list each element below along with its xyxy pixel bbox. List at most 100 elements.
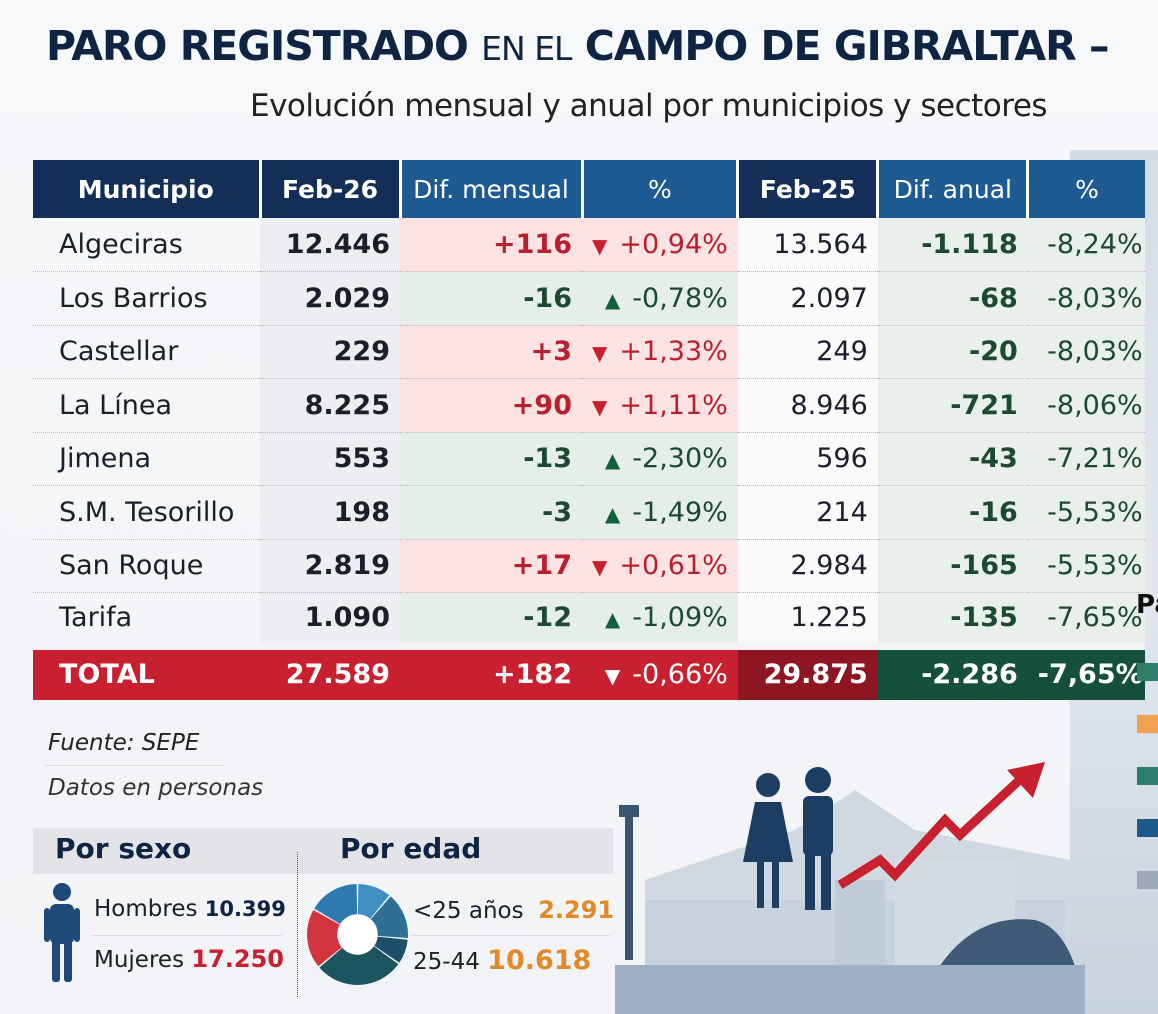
- city-illustration: [615, 762, 1085, 1014]
- down-arrow-red-icon: ▼: [592, 234, 608, 258]
- dif-anual-cell: -1.118: [877, 218, 1028, 272]
- couple-icon: [743, 767, 833, 910]
- up-arrow-green-icon: ▲: [604, 448, 621, 473]
- mujeres-value: 17.250: [191, 945, 284, 973]
- feb26-cell: 2.819: [260, 539, 400, 593]
- table-row: La Línea 8.225 +90 ▼ +1,11% 8.946 -721 -8…: [33, 378, 1145, 433]
- donut-segment: [319, 946, 399, 985]
- legend-swatch: [1137, 819, 1158, 837]
- table-row: San Roque 2.819 +17 ▼ +0,61% 2.984 -165 -…: [33, 539, 1145, 593]
- title-part1: PARO REGISTRADO: [46, 22, 469, 70]
- trend-arrow-icon: [837, 771, 1029, 889]
- municipio-cell: Jimena: [33, 432, 260, 486]
- feb25-cell: 1.225: [737, 592, 878, 647]
- pct-mensual-cell: ▼ +1,11%: [582, 378, 738, 433]
- mujeres-label: Mujeres: [94, 947, 185, 973]
- pct-mensual-value: -0,66%: [632, 659, 728, 691]
- dif-anual-cell: -165: [877, 539, 1028, 593]
- header-pct-anual: %: [1027, 160, 1145, 218]
- municipio-cell: La Línea: [33, 378, 260, 433]
- pct-mensual-value: +1,33%: [619, 336, 728, 368]
- feb26-cell: 198: [260, 485, 400, 540]
- feb26-cell: 229: [260, 325, 400, 379]
- age-under25-label: <25 años: [413, 898, 524, 924]
- dif-anual-cell: -68: [877, 271, 1028, 326]
- pct-mensual-value: -2,30%: [632, 443, 728, 475]
- feb25-cell: 214: [737, 485, 878, 540]
- dif-anual-cell: -20: [877, 325, 1028, 379]
- dif-mensual-cell: -3: [400, 485, 582, 540]
- up-arrow-green-icon: ▲: [604, 287, 621, 312]
- title-part2: EN EL: [481, 29, 572, 68]
- dif-mensual-cell: +3: [400, 325, 582, 379]
- down-arrow-white-icon: ▼: [604, 664, 621, 689]
- breakdown-header-band: [33, 828, 613, 874]
- title-part3: CAMPO DE GIBRALTAR –: [584, 22, 1110, 70]
- dif-mensual-cell: -16: [400, 271, 582, 326]
- age-25-44-label: 25-44: [413, 949, 480, 975]
- page-title: PARO REGISTRADO EN EL CAMPO DE GIBRALTAR…: [46, 22, 1109, 70]
- por-sexo-title: Por sexo: [55, 832, 192, 865]
- pct-mensual-cell: ▼ +1,33%: [582, 325, 738, 379]
- pct-mensual-cell: ▲ -1,09%: [582, 592, 738, 647]
- divider: [297, 852, 298, 997]
- dif-anual-cell: -135: [877, 592, 1028, 647]
- up-arrow-green-icon: ▲: [604, 501, 621, 526]
- pct-mensual-value: +1,11%: [619, 389, 728, 421]
- feb26-cell: 2.029: [260, 271, 400, 326]
- hombres-row: Hombres 10.399: [94, 896, 286, 922]
- divider: [92, 935, 282, 936]
- pct-anual-cell: -7,21%: [1027, 432, 1145, 486]
- dif-mensual-cell: +116: [400, 218, 582, 272]
- legend-swatch: [1137, 871, 1158, 889]
- donut-segment: [374, 936, 408, 963]
- feb26-cell: 553: [260, 432, 400, 486]
- table-row: Castellar 229 +3 ▼ +1,33% 249 -20 -8,03%: [33, 325, 1145, 379]
- pct-anual-cell: -7,65%: [1027, 592, 1145, 647]
- feb26-cell: 12.446: [260, 218, 400, 272]
- age-25-44-value: 10.618: [487, 945, 592, 976]
- pct-mensual-value: +0,94%: [619, 229, 728, 260]
- feb25-cell: 13.564: [737, 218, 878, 272]
- hombres-value: 10.399: [204, 897, 286, 921]
- total-row: TOTAL 27.589 +182 ▼ -0,66% 29.875 -2.286 …: [33, 642, 1145, 700]
- table-row: Jimena 553 -13 ▲ -2,30% 596 -43 -7,21%: [33, 432, 1145, 486]
- legend-swatch: [1137, 663, 1158, 681]
- feb25-cell: 2.984: [737, 539, 878, 593]
- municipio-cell: S.M. Tesorillo: [33, 485, 260, 540]
- municipio-cell: Tarifa: [33, 592, 260, 647]
- feb25-cell: 29.875: [737, 642, 878, 700]
- municipio-cell: Algeciras: [33, 218, 260, 272]
- feb25-cell: 8.946: [737, 378, 878, 433]
- data-note: Datos en personas: [48, 775, 264, 801]
- dif-anual-cell: -721: [877, 378, 1028, 433]
- feb26-cell: 8.225: [260, 378, 400, 433]
- header-pct-mensual: %: [582, 160, 740, 218]
- pct-mensual-value: +0,61%: [619, 550, 728, 582]
- dif-mensual-cell: +17: [400, 539, 582, 593]
- dif-anual-cell: -2.286: [877, 642, 1028, 700]
- pct-mensual-cell: ▲ -1,49%: [582, 485, 738, 540]
- age-donut-chart: [307, 884, 408, 985]
- feb26-cell: 1.090: [260, 592, 400, 647]
- header-dif-anual: Dif. anual: [877, 160, 1030, 218]
- municipio-cell: San Roque: [33, 539, 260, 593]
- por-edad-title: Por edad: [340, 832, 482, 865]
- table-row: S.M. Tesorillo 198 -3 ▲ -1,49% 214 -16 -5…: [33, 485, 1145, 540]
- municipio-cell: TOTAL: [33, 642, 260, 700]
- side-legend-title: Pa: [1136, 590, 1158, 620]
- dif-anual-cell: -43: [877, 432, 1028, 486]
- age-under25-value: 2.291: [538, 896, 615, 924]
- dif-mensual-cell: +90: [400, 378, 582, 433]
- legend-swatch: [1137, 715, 1158, 733]
- donut-segment: [370, 896, 408, 939]
- municipio-cell: Los Barrios: [33, 271, 260, 326]
- feb25-cell: 2.097: [737, 271, 878, 326]
- donut-segment: [307, 910, 342, 967]
- header-municipio: Municipio: [33, 160, 262, 218]
- pct-mensual-cell: ▼ +0,94%: [582, 218, 738, 272]
- down-arrow-red-icon: ▼: [592, 341, 608, 366]
- feb25-cell: 596: [737, 432, 878, 486]
- age-25-44-row: 25-44 10.618: [413, 945, 591, 976]
- pct-mensual-value: -1,49%: [632, 496, 728, 528]
